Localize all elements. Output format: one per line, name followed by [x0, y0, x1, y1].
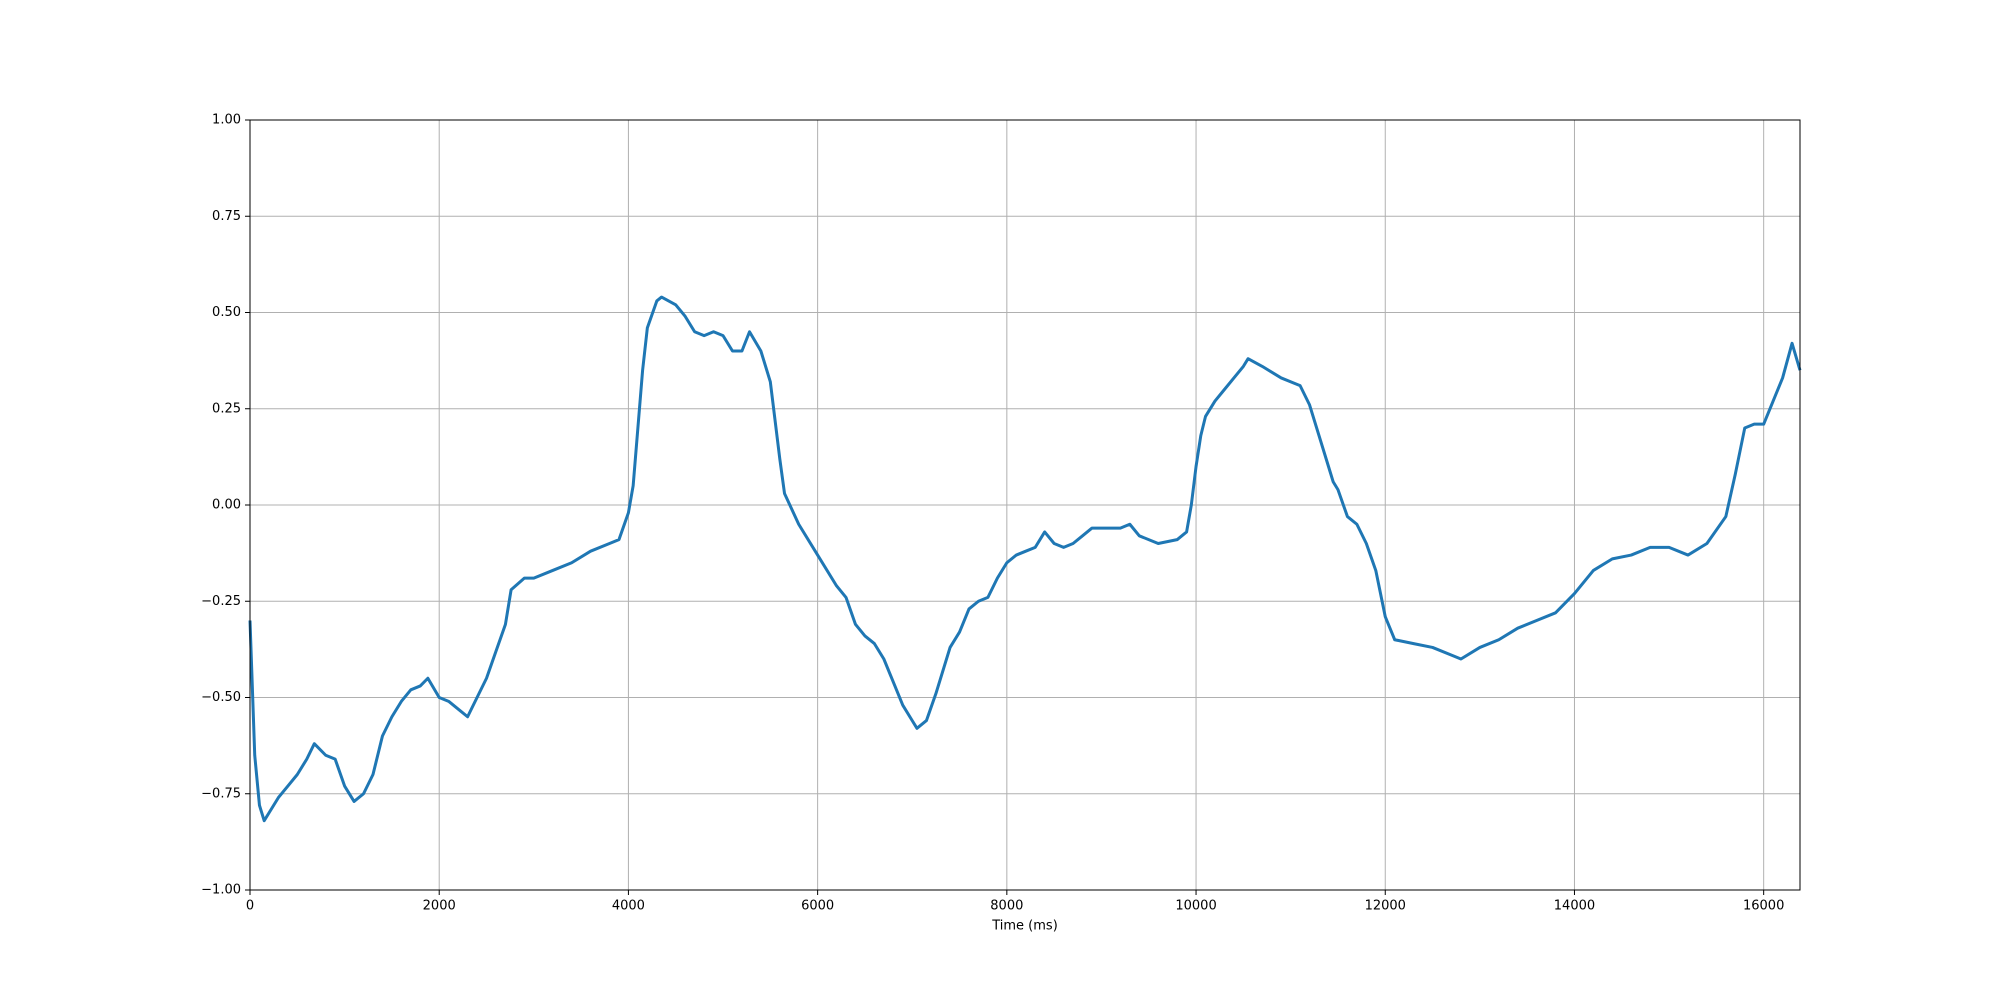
x-tick-label: 0 [246, 899, 254, 914]
y-tick-label: −0.50 [201, 690, 241, 705]
x-tick-label: 16000 [1743, 899, 1784, 914]
plot-frame [249, 119, 1801, 891]
x-tick-label: 14000 [1554, 899, 1595, 914]
x-tick-label: 6000 [801, 899, 834, 914]
data-line [248, 295, 1802, 823]
x-axis-label: Time (ms) [991, 919, 1058, 934]
y-tick-label: 0.25 [212, 401, 241, 416]
y-tick-label: 0.50 [212, 305, 241, 320]
y-tick-label: 0.00 [212, 498, 241, 513]
y-tick-label: 0.75 [212, 209, 241, 224]
x-tick-label: 4000 [612, 899, 645, 914]
x-tick-label: 12000 [1365, 899, 1406, 914]
y-tick-label: −1.00 [201, 883, 241, 898]
x-tick-label: 2000 [423, 899, 456, 914]
y-tick-label: −0.25 [201, 594, 241, 609]
x-tick-label: 10000 [1175, 899, 1216, 914]
x-tick-label: 8000 [990, 899, 1023, 914]
y-tick-label: 1.00 [212, 113, 241, 128]
y-tick-label: −0.75 [201, 786, 241, 801]
